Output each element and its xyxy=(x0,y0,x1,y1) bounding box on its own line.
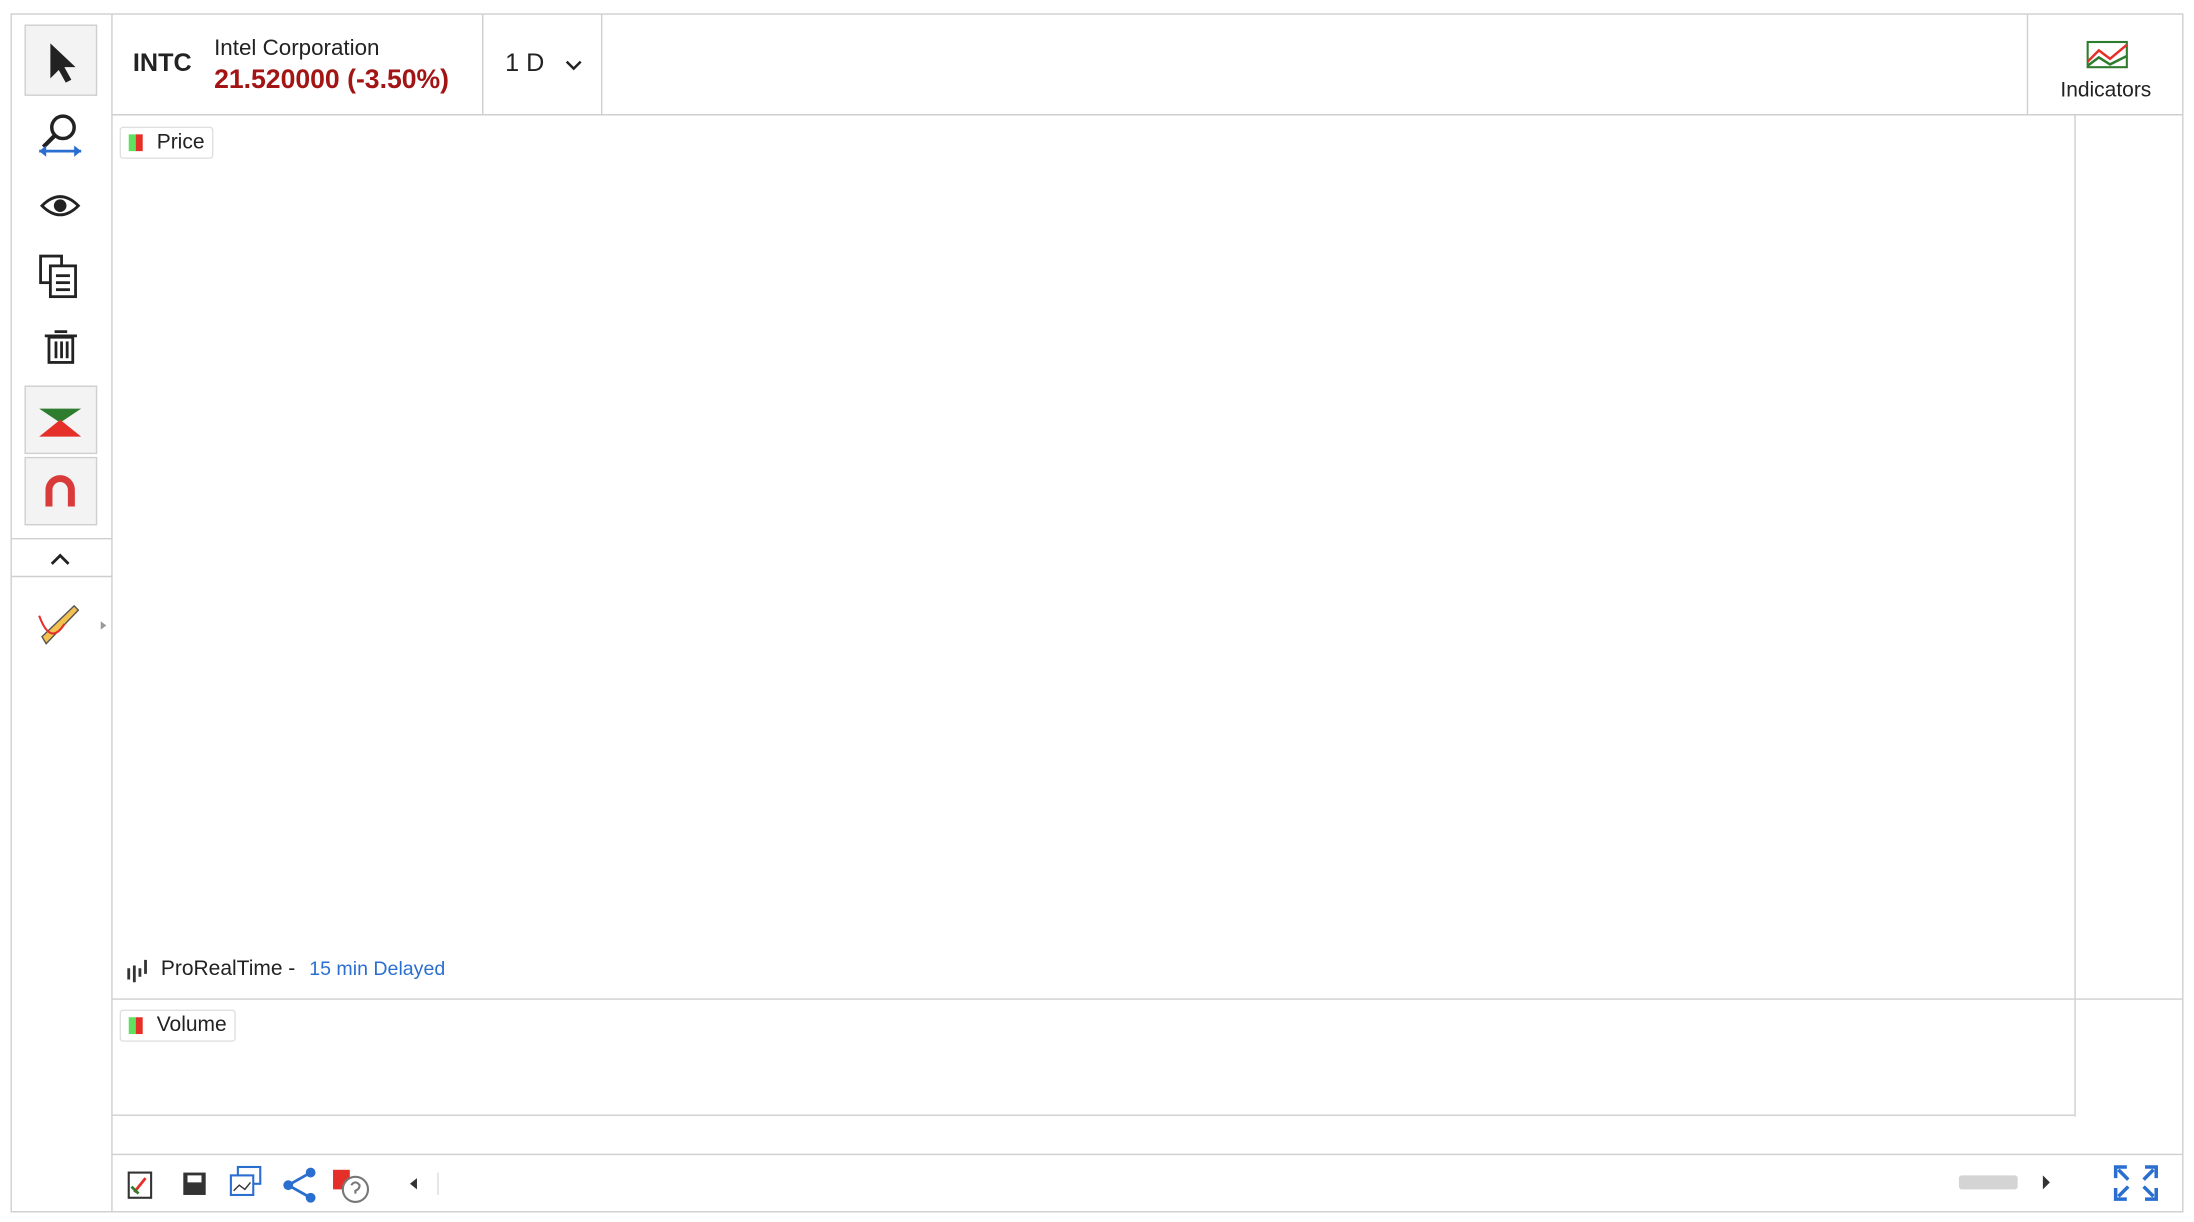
pointer-icon[interactable] xyxy=(50,43,76,83)
company-name: Intel Corporation xyxy=(214,35,379,60)
fullscreen-icon[interactable] xyxy=(2113,1165,2158,1201)
collapse-icon[interactable] xyxy=(50,553,70,565)
share-icon[interactable] xyxy=(283,1167,316,1203)
magnet-button[interactable] xyxy=(24,456,98,526)
indicators-button[interactable]: Indicators xyxy=(2060,79,2151,102)
copy-icon[interactable] xyxy=(39,254,77,299)
left-toolbar xyxy=(11,24,112,645)
price-legend: Price xyxy=(119,126,214,159)
price-legend-label: Price xyxy=(157,130,205,153)
footer-toolbar xyxy=(127,1165,2158,1204)
scroll-left[interactable] xyxy=(409,1178,417,1190)
volume-legend: Volume xyxy=(119,1009,236,1042)
interval[interactable]: 1 D xyxy=(505,49,544,77)
eye-icon[interactable] xyxy=(39,195,81,217)
frame xyxy=(10,13,2184,1213)
export-icon[interactable] xyxy=(127,1171,153,1199)
settings-icon[interactable] xyxy=(333,1169,370,1204)
scroll-thumb[interactable] xyxy=(1958,1175,2018,1190)
delete-icon[interactable] xyxy=(44,330,77,364)
magnet-icon xyxy=(45,475,75,507)
header: INTC Intel Corporation 21.520000 (-3.50%… xyxy=(133,14,2151,115)
quote: 21.520000 (-3.50%) xyxy=(214,64,449,94)
indicators-icon[interactable] xyxy=(2086,40,2128,69)
source-note: ProRealTime - 15 min Delayed xyxy=(127,957,445,983)
interval-dropdown[interactable] xyxy=(565,60,582,71)
source-label: ProRealTime - xyxy=(161,957,295,980)
layout-icon[interactable] xyxy=(229,1165,262,1197)
scroll-right[interactable] xyxy=(2042,1175,2050,1190)
delay-label: 15 min Delayed xyxy=(309,958,445,980)
save-icon[interactable] xyxy=(183,1172,206,1195)
tool-button-selected[interactable] xyxy=(24,24,98,96)
volume-legend-label: Volume xyxy=(157,1013,227,1036)
pencil-icon[interactable] xyxy=(38,604,107,645)
symbol: INTC xyxy=(133,49,192,77)
zoom-icon[interactable] xyxy=(39,114,82,157)
draw-tool-icon xyxy=(39,408,82,437)
